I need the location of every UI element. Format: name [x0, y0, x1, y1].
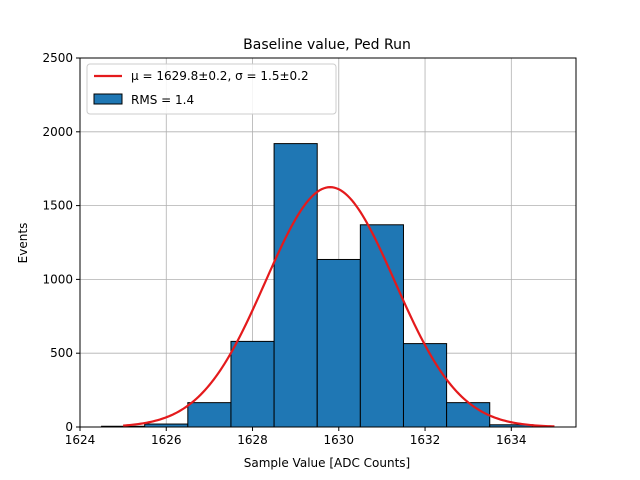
- x-tick-label: 1628: [237, 433, 268, 447]
- y-tick-label: 500: [50, 346, 73, 360]
- legend-fit-label: μ = 1629.8±0.2, σ = 1.5±0.2: [131, 69, 309, 83]
- histogram-bar: [359, 224, 404, 428]
- x-tick-label: 1632: [410, 433, 441, 447]
- y-tick-label: 2500: [42, 51, 73, 65]
- histogram-bars: [101, 143, 534, 428]
- y-tick-label: 1500: [42, 199, 73, 213]
- y-tick-label: 0: [65, 420, 73, 434]
- y-axis-ticks: 0 500 1000 1500 2000 2500: [42, 51, 80, 434]
- chart-title: Baseline value, Ped Run: [243, 37, 411, 53]
- x-axis-ticks: 1624 1626 1628 1630 1632 1634: [65, 427, 527, 447]
- histogram-bar: [402, 343, 448, 428]
- y-tick-label: 1000: [42, 272, 73, 286]
- y-axis-label: Events: [16, 223, 30, 264]
- x-tick-label: 1626: [151, 433, 182, 447]
- histogram-bar: [446, 402, 491, 428]
- y-tick-label: 2000: [42, 125, 73, 139]
- legend-histogram-label: RMS = 1.4: [131, 93, 194, 107]
- x-tick-label: 1634: [496, 433, 527, 447]
- x-tick-label: 1630: [324, 433, 355, 447]
- histogram-bar: [187, 402, 232, 428]
- gaussian-fit-curve: [123, 186, 555, 428]
- legend-box: [86, 63, 337, 115]
- x-axis-label: Sample Value [ADC Counts]: [244, 456, 410, 470]
- histogram-bar: [273, 143, 318, 428]
- plot-frame: [79, 57, 577, 428]
- legend: μ = 1629.8±0.2, σ = 1.5±0.2 RMS = 1.4: [86, 63, 337, 115]
- histogram-bar: [316, 258, 361, 428]
- legend-histogram-swatch: [93, 93, 123, 105]
- histogram-bar: [230, 340, 275, 428]
- x-tick-label: 1624: [65, 433, 96, 447]
